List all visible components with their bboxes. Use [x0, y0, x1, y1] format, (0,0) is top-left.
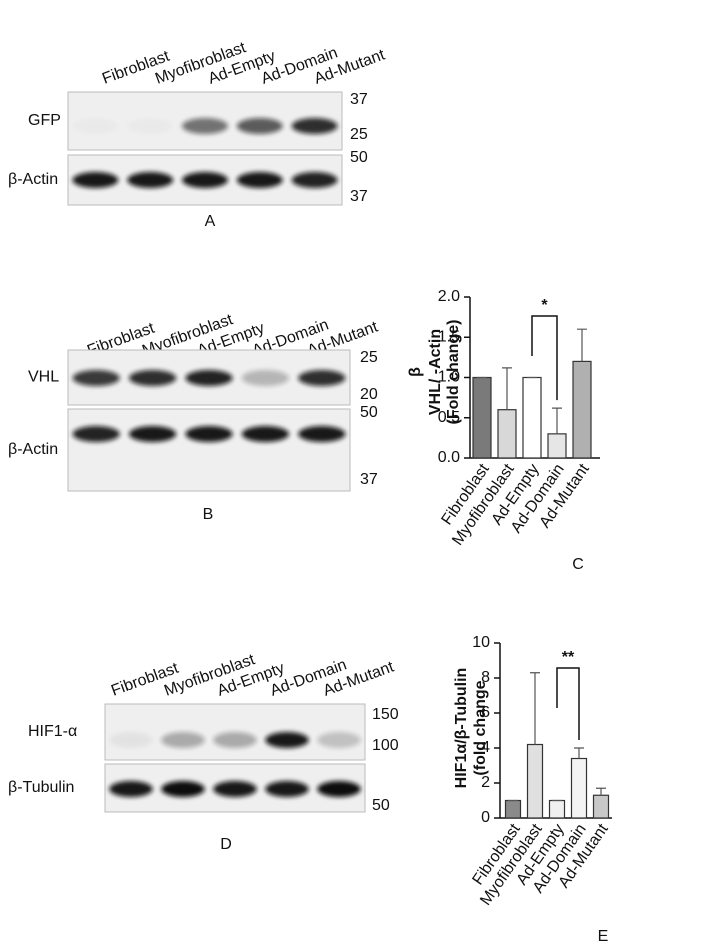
blot-band: [185, 426, 233, 442]
error-bar: [596, 787, 606, 796]
blot-band: [241, 426, 290, 442]
row-label: β-Actin: [8, 171, 58, 188]
blot-band: [317, 732, 361, 748]
error-bar: [530, 672, 540, 745]
bar: [526, 743, 544, 819]
blot-band: [298, 370, 346, 386]
y-tick-label: 0.5: [438, 409, 460, 426]
blot-band: [161, 781, 205, 797]
blot-band: [236, 118, 283, 134]
y-tick-label: 4: [481, 739, 490, 756]
y-tick-label: 0.0: [438, 449, 460, 466]
y-tick-label: 0: [481, 809, 490, 826]
y-tick-label: 1.5: [438, 328, 460, 345]
marker-label: 20: [360, 386, 378, 403]
blot-band: [72, 172, 119, 188]
blot-band: [181, 118, 229, 134]
row-label: β-Actin: [8, 441, 58, 458]
significance-label: *: [541, 297, 548, 314]
y-tick-label: 8: [481, 669, 490, 686]
blot-band: [317, 781, 361, 797]
marker-label: 100: [372, 737, 399, 754]
marker-label: 37: [350, 188, 368, 205]
y-axis-label: β: [407, 367, 424, 377]
row-label: VHL: [28, 369, 59, 386]
row-label: HIF1-α: [28, 723, 77, 740]
bar: [547, 433, 567, 459]
marker-label: 50: [372, 797, 390, 814]
bar: [472, 376, 492, 459]
blot-band: [72, 118, 118, 134]
marker-label: 37: [350, 91, 368, 108]
panel-label: C: [572, 556, 584, 573]
blot-band: [128, 426, 177, 442]
significance-bracket: [531, 315, 558, 401]
marker-label: 50: [360, 404, 378, 421]
y-tick-label: 6: [481, 704, 490, 721]
blot-band: [128, 370, 177, 386]
panel-label: E: [598, 928, 609, 944]
y-axis-label: HIF1α/β-Tubulin: [453, 668, 470, 789]
significance-label: **: [562, 649, 575, 666]
marker-label: 150: [372, 706, 399, 723]
blot-band: [127, 118, 173, 134]
blot-band: [265, 732, 309, 748]
bar: [592, 794, 610, 819]
blot-band: [72, 370, 120, 386]
bar: [572, 360, 592, 459]
y-tick-label: 2: [481, 774, 490, 791]
bar: [504, 799, 522, 819]
y-axis-label: (Fold change): [445, 320, 462, 425]
blot-band: [127, 172, 174, 188]
blot-band: [109, 732, 153, 748]
blot-band: [213, 732, 257, 748]
y-axis-label: (fold change: [472, 680, 489, 775]
blot-band: [241, 370, 290, 386]
row-label: GFP: [28, 112, 61, 129]
blot-band: [236, 172, 283, 188]
blot-band: [298, 426, 346, 442]
blot-band: [265, 781, 309, 797]
bar: [548, 799, 566, 819]
y-tick-label: 10: [472, 634, 490, 651]
blot-band: [291, 172, 338, 188]
panel-label: A: [205, 213, 216, 230]
blot-band: [72, 426, 120, 442]
bar: [570, 757, 588, 819]
marker-label: 25: [360, 349, 378, 366]
marker-label: 25: [350, 126, 368, 143]
error-bar: [574, 747, 584, 759]
marker-label: 50: [350, 149, 368, 166]
panel-label: D: [220, 836, 232, 853]
bar: [497, 409, 517, 459]
significance-bracket: [556, 667, 580, 740]
y-axis-label: VHL/ -Actin: [427, 329, 444, 415]
blot-band: [213, 781, 257, 797]
blot-band: [109, 781, 153, 797]
row-label: β-Tubulin: [8, 779, 74, 796]
blot-band: [185, 370, 233, 386]
y-tick-label: 2.0: [438, 288, 460, 305]
panel-label: B: [203, 506, 214, 523]
marker-label: 37: [360, 471, 378, 488]
blot-band: [161, 732, 205, 748]
blot-membrane: [67, 408, 351, 492]
y-tick-label: 1.0: [438, 369, 460, 386]
blot-band: [181, 172, 229, 188]
blot-band: [291, 118, 338, 134]
error-bar: [577, 328, 587, 362]
error-bar: [502, 367, 512, 410]
bar: [522, 376, 542, 459]
error-bar: [552, 407, 562, 434]
